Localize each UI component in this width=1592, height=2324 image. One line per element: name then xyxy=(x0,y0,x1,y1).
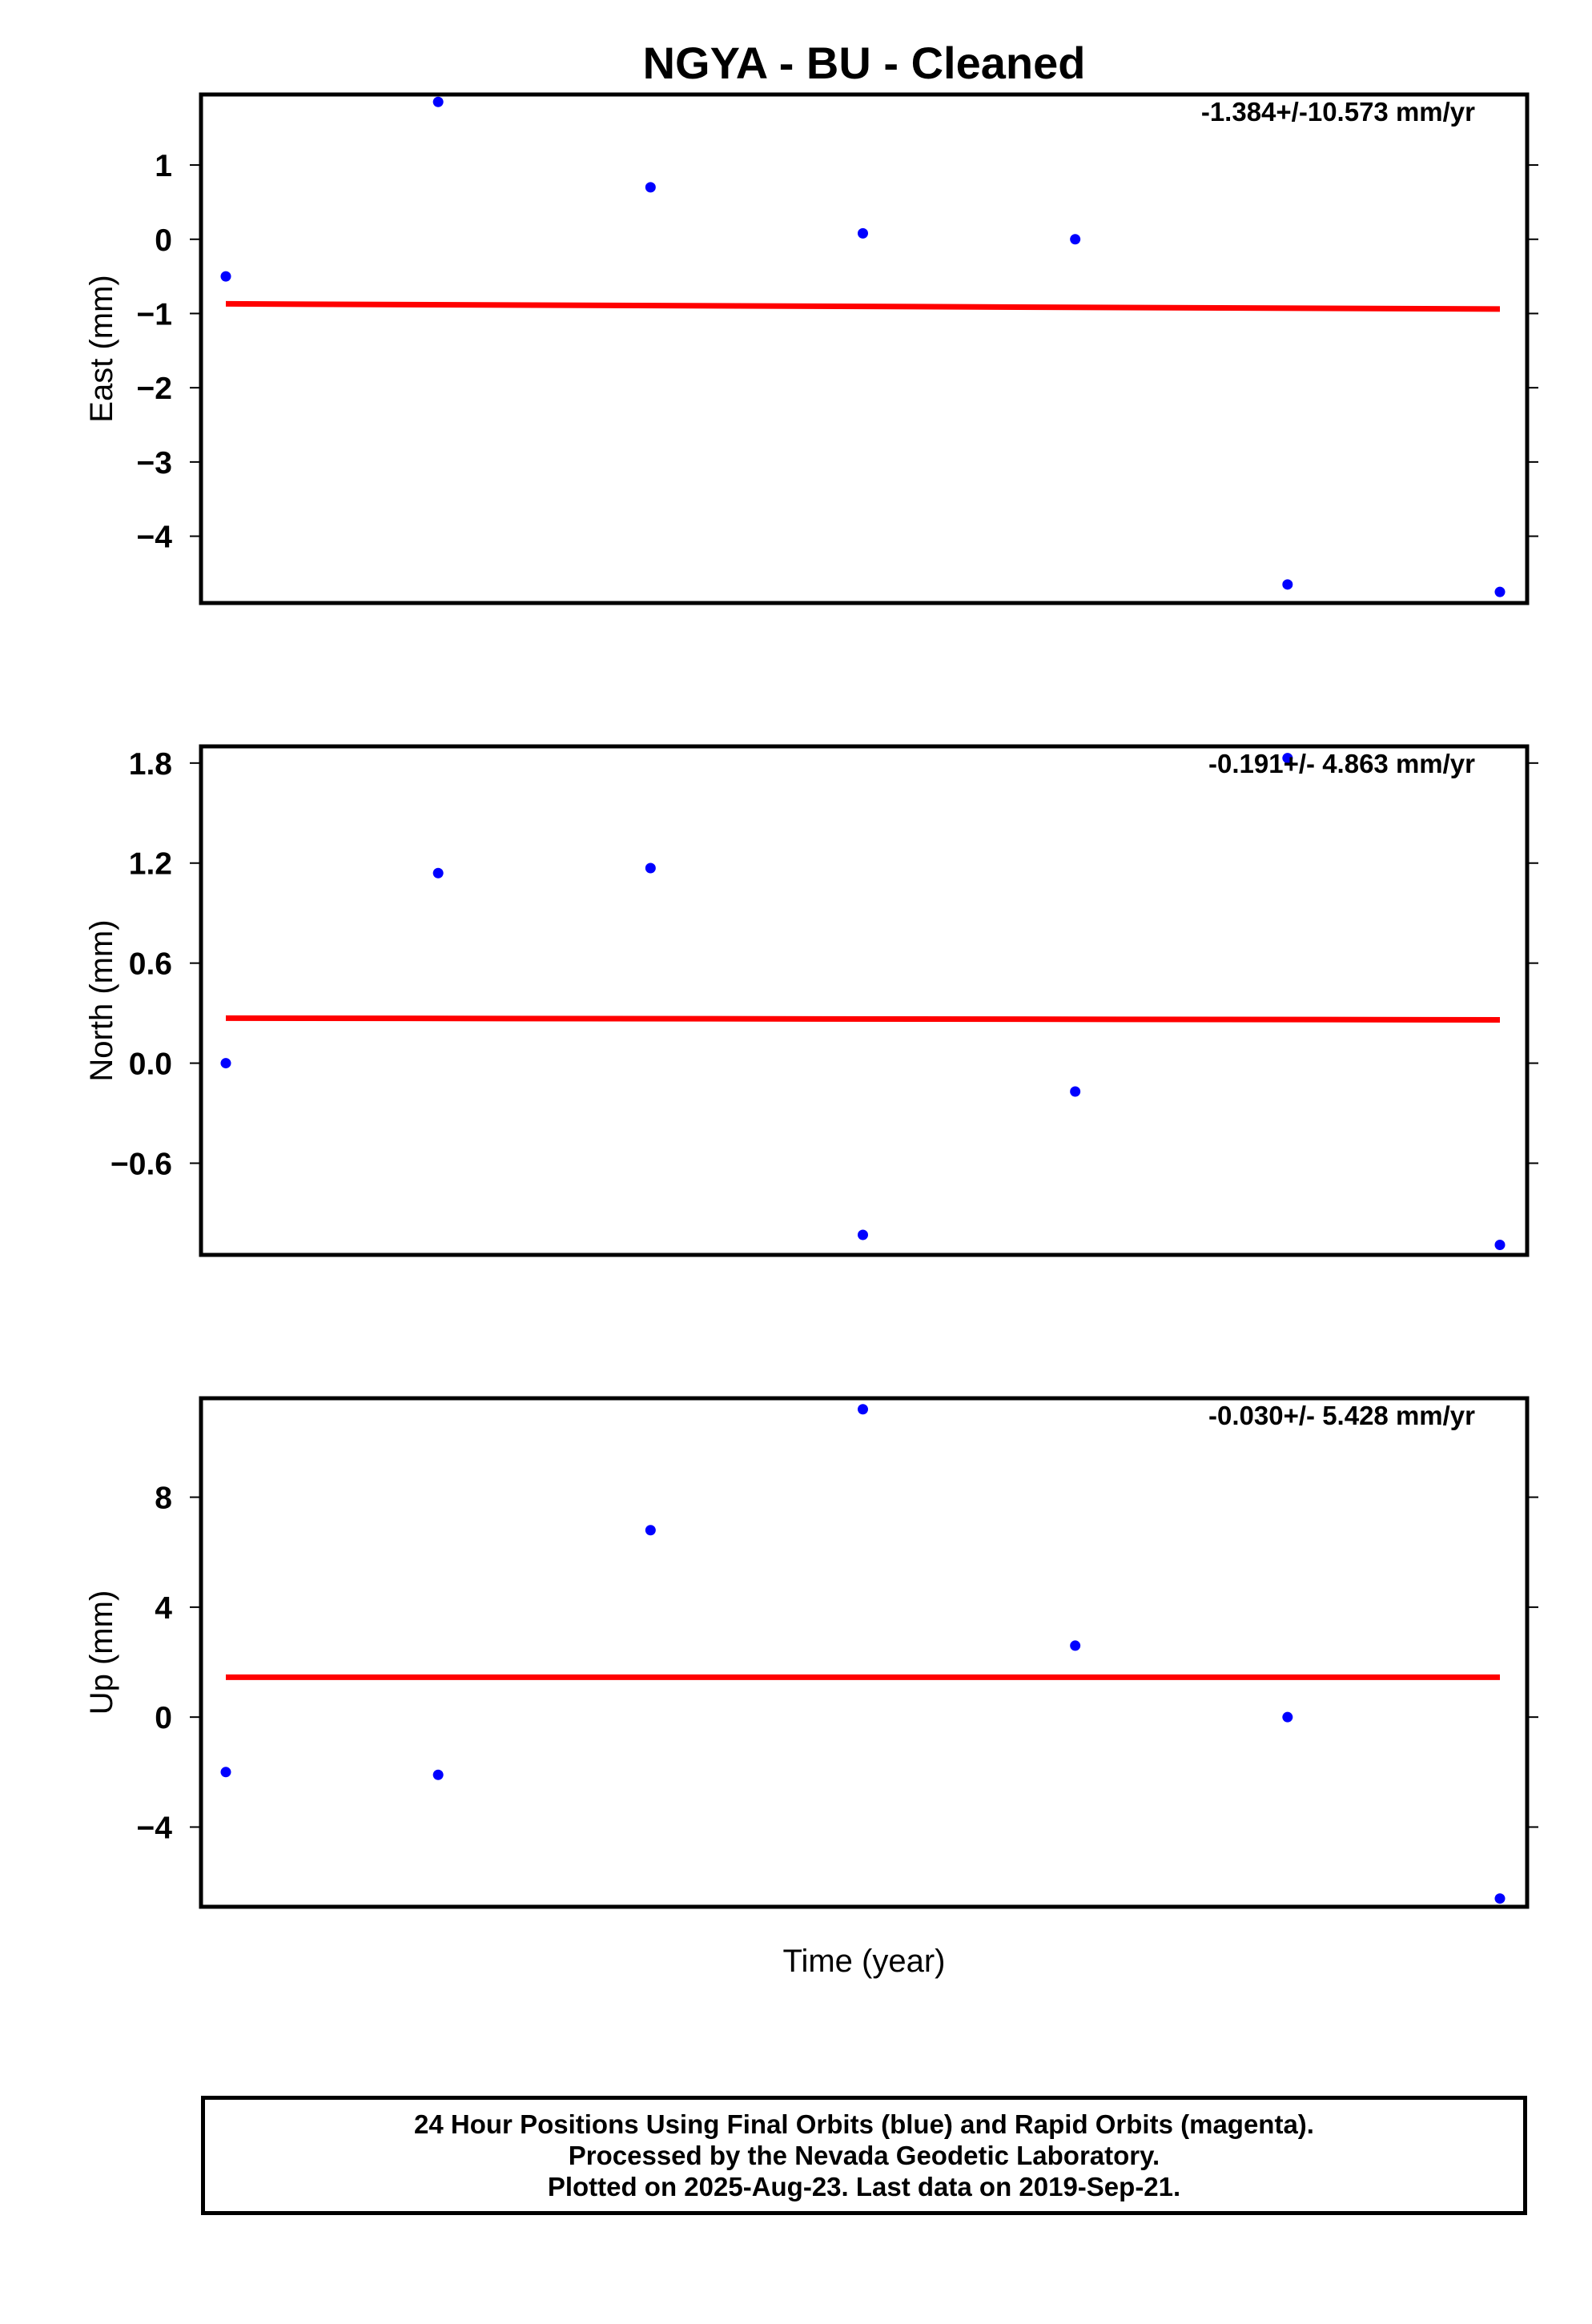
east-ytick-label: −4 xyxy=(137,521,173,555)
north-data-point xyxy=(220,1058,231,1069)
east-ytick-label: −3 xyxy=(137,446,172,480)
up-data-point xyxy=(1494,1893,1506,1904)
east-data-point xyxy=(1494,586,1506,597)
east-ytick-label: 1 xyxy=(155,149,172,183)
up-ytick-label: 8 xyxy=(155,1482,172,1516)
east-data-point xyxy=(1282,579,1293,590)
east-ytick-label: −1 xyxy=(137,297,172,332)
north-ytick-label: 1.2 xyxy=(129,847,172,882)
chart-title: NGYA - BU - Cleaned xyxy=(643,38,1086,88)
up-rate-label: -0.030+/- 5.428 mm/yr xyxy=(1208,1401,1475,1430)
up-plot-frame xyxy=(199,1396,1530,1909)
north-data-point xyxy=(645,862,656,874)
north-ytick-label: 1.8 xyxy=(129,747,172,782)
north-ytick-label: 0.6 xyxy=(129,947,172,982)
east-plot-frame xyxy=(199,92,1530,605)
north-data-point xyxy=(1070,1086,1081,1097)
north-y-axis-label: North (mm) xyxy=(84,919,119,1081)
north-data-point xyxy=(858,1229,868,1240)
east-trend-line xyxy=(225,300,1501,312)
x-axis-label: Time (year) xyxy=(783,1944,946,1979)
east-data-point xyxy=(432,96,444,107)
north-data-point xyxy=(1494,1240,1506,1251)
east-data-point xyxy=(220,271,231,282)
east-rate-label: -1.384+/-10.573 mm/yr xyxy=(1201,97,1475,127)
up-data-point xyxy=(1070,1640,1081,1651)
up-ytick-label: 4 xyxy=(155,1591,172,1626)
up-panel: 8 4 0 −4 Up (mm) -0.030+/- 5.428 mm/yr xyxy=(84,1396,1538,1909)
east-ytick-label: 0 xyxy=(155,223,172,258)
up-data-point xyxy=(645,1525,656,1536)
east-ytick-label: −2 xyxy=(137,372,172,406)
east-data-point xyxy=(858,227,868,239)
east-panel: 1 0 −1 −2 −3 −4 East (mm) -1.384+/-10.573 mm/yr xyxy=(84,92,1538,605)
east-y-axis-label: East (mm) xyxy=(84,275,119,422)
north-data-point xyxy=(432,867,444,879)
north-ytick-label: −0.6 xyxy=(111,1147,172,1181)
north-data-point xyxy=(1282,753,1293,764)
up-data-point xyxy=(858,1404,868,1415)
east-data-point xyxy=(645,182,656,193)
up-data-point xyxy=(1282,1711,1293,1723)
footer-line-2: Processed by the Nevada Geodetic Laborat… xyxy=(568,2141,1160,2170)
up-y-axis-label: Up (mm) xyxy=(84,1590,119,1715)
east-data-point xyxy=(1070,234,1081,245)
north-rate-label: -0.191+/- 4.863 mm/yr xyxy=(1208,749,1475,778)
north-panel: 1.8 1.2 0.6 0.0 −0.6 North (mm) -0.191+/- 4.86… xyxy=(84,744,1538,1257)
footer-line-1: 24 Hour Positions Using Final Orbits (bl… xyxy=(414,2109,1314,2139)
footer-box: 24 Hour Positions Using Final Orbits (bl… xyxy=(201,2096,1527,2215)
up-data-point xyxy=(220,1767,231,1778)
up-data-point xyxy=(432,1769,444,1780)
footer-line-3: Plotted on 2025-Aug-23. Last data on 201… xyxy=(547,2172,1181,2201)
north-plot-frame xyxy=(199,744,1530,1257)
north-trend-line xyxy=(225,1015,1501,1023)
up-ytick-label: −4 xyxy=(137,1811,173,1845)
up-ytick-label: 0 xyxy=(155,1701,172,1735)
north-ytick-label: 0.0 xyxy=(129,1047,172,1082)
